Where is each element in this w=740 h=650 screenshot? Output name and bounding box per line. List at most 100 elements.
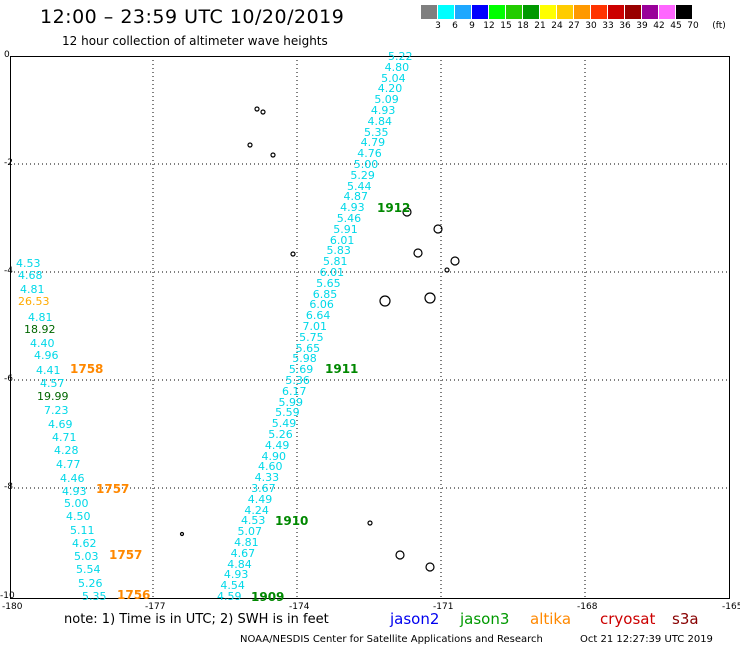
swh-value: 4.49 xyxy=(247,492,273,506)
pass-time-label: 1757 xyxy=(109,548,143,562)
swh-value: 5.49 xyxy=(271,417,297,431)
footnote: note: 1) Time is in UTC; 2) SWH is in fe… xyxy=(64,612,329,627)
swh-value: 4.28 xyxy=(54,444,79,457)
island-outline xyxy=(367,520,373,526)
color-swatch xyxy=(455,5,472,19)
x-tick-label: -171 xyxy=(433,602,454,612)
swh-value: 5.99 xyxy=(278,395,304,409)
swh-value: 4.93 xyxy=(62,485,87,498)
island-outline xyxy=(402,207,412,217)
swh-value: 5.26 xyxy=(78,577,103,590)
swh-value: 4.93 xyxy=(370,104,396,117)
swh-value: 5.07 xyxy=(237,525,263,539)
pass-time-label: 1758 xyxy=(70,362,104,376)
swh-value: 7.23 xyxy=(44,404,69,417)
swh-value: 4.93 xyxy=(340,201,365,215)
map-title: 12:00 – 23:59 UTC 10/20/2019 xyxy=(40,6,345,28)
swh-value: 6.64 xyxy=(305,309,331,323)
color-swatch xyxy=(659,5,676,19)
color-swatch xyxy=(557,5,574,19)
pass-time-label: 1912 xyxy=(377,201,411,215)
x-tick-label: -177 xyxy=(145,602,166,612)
swh-value: 5.03 xyxy=(74,550,99,563)
swh-value: 5.04 xyxy=(381,71,406,85)
swh-value: 4.76 xyxy=(357,147,382,161)
color-bar-label: 39 xyxy=(636,21,648,31)
swh-value: 5.44 xyxy=(346,179,372,193)
swh-value: 5.00 xyxy=(64,497,89,510)
color-swatch xyxy=(421,5,438,19)
swh-value: 18.92 xyxy=(24,323,56,336)
swh-value: 3.67 xyxy=(251,482,276,495)
color-swatch xyxy=(608,5,625,19)
swh-value: 4.81 xyxy=(28,311,53,324)
swh-value: 4.49 xyxy=(264,438,290,452)
x-tick-label: -174 xyxy=(289,602,310,612)
swh-value: 6.01 xyxy=(329,233,355,247)
swh-value: 4.20 xyxy=(377,82,403,96)
swh-value: 5.11 xyxy=(70,524,95,537)
swh-value: 5.59 xyxy=(275,406,300,420)
island-outline xyxy=(425,562,435,572)
island-outline xyxy=(260,109,266,115)
swh-value: 4.77 xyxy=(56,458,81,471)
swh-value: 6.06 xyxy=(309,298,334,312)
pass-time-label: 1757 xyxy=(96,482,130,496)
swh-value: 4.41 xyxy=(36,364,61,377)
color-swatch xyxy=(472,5,489,19)
generated-timestamp: Oct 21 12:27:39 UTC 2019 xyxy=(580,634,713,645)
island-outline xyxy=(424,292,436,304)
color-bar-label: 70 xyxy=(687,21,699,31)
color-bar-label: 18 xyxy=(517,21,529,31)
swh-value: 5.00 xyxy=(353,158,379,171)
color-bar-label: 15 xyxy=(500,21,512,31)
island-outline xyxy=(379,295,391,307)
swh-value: 5.46 xyxy=(336,212,362,225)
swh-value: 4.24 xyxy=(244,503,269,517)
color-bar-label: 12 xyxy=(483,21,495,31)
legend-s3a: s3a xyxy=(672,610,699,628)
y-tick-label: -4 xyxy=(4,266,13,276)
swh-value: 5.83 xyxy=(326,244,351,258)
island-outline xyxy=(247,142,253,148)
swh-value: 5.65 xyxy=(316,276,341,290)
island-outline xyxy=(413,248,423,258)
color-swatch xyxy=(506,5,523,19)
legend-jason3: jason3 xyxy=(460,610,510,628)
swh-value: 26.53 xyxy=(18,295,50,308)
swh-value: 4.93 xyxy=(223,568,249,582)
swh-value: 5.91 xyxy=(333,222,358,236)
x-tick-label: -165 xyxy=(722,602,740,612)
color-swatch xyxy=(489,5,506,19)
swh-value: 4.90 xyxy=(261,449,286,463)
x-tick-label: -180 xyxy=(2,602,23,612)
color-bar-label: 42 xyxy=(653,21,665,31)
island-outline xyxy=(450,256,460,266)
swh-value: 4.87 xyxy=(343,190,369,204)
swh-value: 4.40 xyxy=(30,337,55,350)
color-bar-label: 21 xyxy=(534,21,546,31)
swh-value: 4.67 xyxy=(230,546,256,560)
swh-value: 4.81 xyxy=(20,283,45,296)
color-swatch xyxy=(676,5,693,19)
pass-time-label: 1911 xyxy=(325,362,359,376)
swh-value: 5.35 xyxy=(364,125,389,139)
swh-value: 5.65 xyxy=(295,341,321,355)
color-swatch xyxy=(625,5,642,19)
swh-value: 4.60 xyxy=(258,460,283,474)
legend-altika: altika xyxy=(530,610,572,628)
color-bar-label: 6 xyxy=(452,21,458,31)
swh-value: 4.69 xyxy=(48,418,73,431)
swh-value: 5.09 xyxy=(374,93,399,107)
color-swatch xyxy=(574,5,591,19)
map-plot-area xyxy=(10,56,730,599)
swh-value: 6.85 xyxy=(312,287,338,301)
swh-value: 4.68 xyxy=(18,269,43,282)
swh-value: 5.35 xyxy=(82,590,107,603)
swh-value: 6.01 xyxy=(319,266,345,279)
swh-value: 5.69 xyxy=(288,363,314,377)
color-bar xyxy=(421,5,693,19)
pass-time-label: 1909 xyxy=(251,590,285,604)
island-outline xyxy=(290,251,296,257)
island-outline xyxy=(444,267,450,273)
